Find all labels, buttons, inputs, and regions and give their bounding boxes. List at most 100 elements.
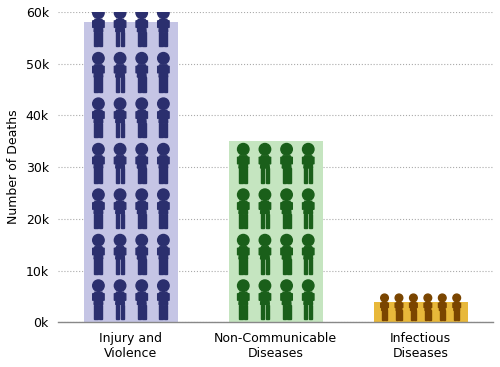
Polygon shape [138, 305, 141, 319]
Polygon shape [142, 214, 146, 228]
Polygon shape [304, 259, 308, 274]
Polygon shape [304, 201, 312, 214]
Polygon shape [116, 19, 124, 32]
Polygon shape [164, 259, 168, 274]
Ellipse shape [281, 143, 292, 155]
Polygon shape [158, 157, 160, 164]
Polygon shape [268, 248, 270, 255]
Polygon shape [114, 248, 116, 255]
Polygon shape [290, 157, 292, 164]
Ellipse shape [114, 7, 126, 18]
Polygon shape [136, 248, 138, 255]
Polygon shape [116, 168, 119, 183]
Ellipse shape [136, 143, 147, 155]
Polygon shape [124, 111, 126, 119]
Polygon shape [443, 310, 445, 320]
Polygon shape [244, 259, 248, 274]
Polygon shape [246, 248, 249, 255]
Polygon shape [281, 248, 283, 255]
Polygon shape [246, 202, 249, 210]
Ellipse shape [136, 52, 147, 64]
Polygon shape [290, 248, 292, 255]
Polygon shape [164, 214, 168, 228]
Polygon shape [138, 19, 146, 32]
Polygon shape [145, 293, 148, 301]
Polygon shape [136, 66, 138, 73]
Polygon shape [312, 293, 314, 301]
Polygon shape [238, 202, 240, 210]
Polygon shape [114, 202, 116, 210]
Ellipse shape [238, 143, 249, 155]
Polygon shape [116, 32, 119, 46]
Polygon shape [158, 66, 160, 73]
Ellipse shape [302, 143, 314, 155]
Polygon shape [266, 214, 269, 228]
Polygon shape [382, 310, 384, 320]
Polygon shape [416, 303, 417, 308]
Polygon shape [410, 302, 416, 310]
Polygon shape [160, 259, 162, 274]
Polygon shape [99, 214, 102, 228]
Polygon shape [124, 293, 126, 301]
Polygon shape [99, 168, 102, 183]
Polygon shape [309, 168, 312, 183]
Polygon shape [240, 214, 242, 228]
Polygon shape [380, 303, 382, 308]
Polygon shape [116, 247, 124, 259]
Polygon shape [282, 214, 286, 228]
Ellipse shape [92, 280, 104, 291]
Polygon shape [167, 66, 169, 73]
Polygon shape [244, 214, 248, 228]
Polygon shape [288, 259, 290, 274]
Polygon shape [138, 201, 146, 214]
Ellipse shape [238, 235, 249, 246]
Ellipse shape [410, 294, 417, 302]
Polygon shape [124, 20, 126, 28]
Polygon shape [158, 293, 160, 301]
Polygon shape [167, 157, 169, 164]
Ellipse shape [238, 189, 249, 200]
Polygon shape [138, 214, 141, 228]
Polygon shape [145, 66, 148, 73]
Polygon shape [246, 293, 249, 301]
Ellipse shape [453, 294, 460, 302]
Ellipse shape [136, 235, 147, 246]
Polygon shape [160, 168, 162, 183]
Ellipse shape [302, 235, 314, 246]
Ellipse shape [114, 189, 126, 200]
Polygon shape [94, 259, 98, 274]
Polygon shape [142, 123, 146, 137]
Bar [228, 141, 323, 322]
Polygon shape [92, 248, 95, 255]
Polygon shape [304, 168, 308, 183]
Polygon shape [124, 66, 126, 73]
Polygon shape [94, 201, 103, 214]
Ellipse shape [114, 98, 126, 109]
Ellipse shape [158, 7, 169, 18]
Polygon shape [302, 293, 305, 301]
Polygon shape [396, 310, 398, 320]
Ellipse shape [259, 280, 270, 291]
Polygon shape [167, 20, 169, 28]
Polygon shape [159, 110, 168, 123]
Polygon shape [304, 214, 308, 228]
Polygon shape [410, 310, 413, 320]
Polygon shape [102, 202, 104, 210]
Polygon shape [114, 66, 116, 73]
Ellipse shape [380, 294, 388, 302]
Polygon shape [99, 77, 102, 92]
Polygon shape [160, 305, 162, 319]
Ellipse shape [158, 235, 169, 246]
Ellipse shape [281, 235, 292, 246]
Polygon shape [268, 202, 270, 210]
Polygon shape [136, 293, 138, 301]
Polygon shape [142, 305, 146, 319]
Polygon shape [290, 202, 292, 210]
Ellipse shape [158, 52, 169, 64]
Polygon shape [92, 157, 95, 164]
Polygon shape [281, 293, 283, 301]
Ellipse shape [158, 143, 169, 155]
Polygon shape [167, 293, 169, 301]
Ellipse shape [395, 294, 403, 302]
Polygon shape [428, 310, 430, 320]
